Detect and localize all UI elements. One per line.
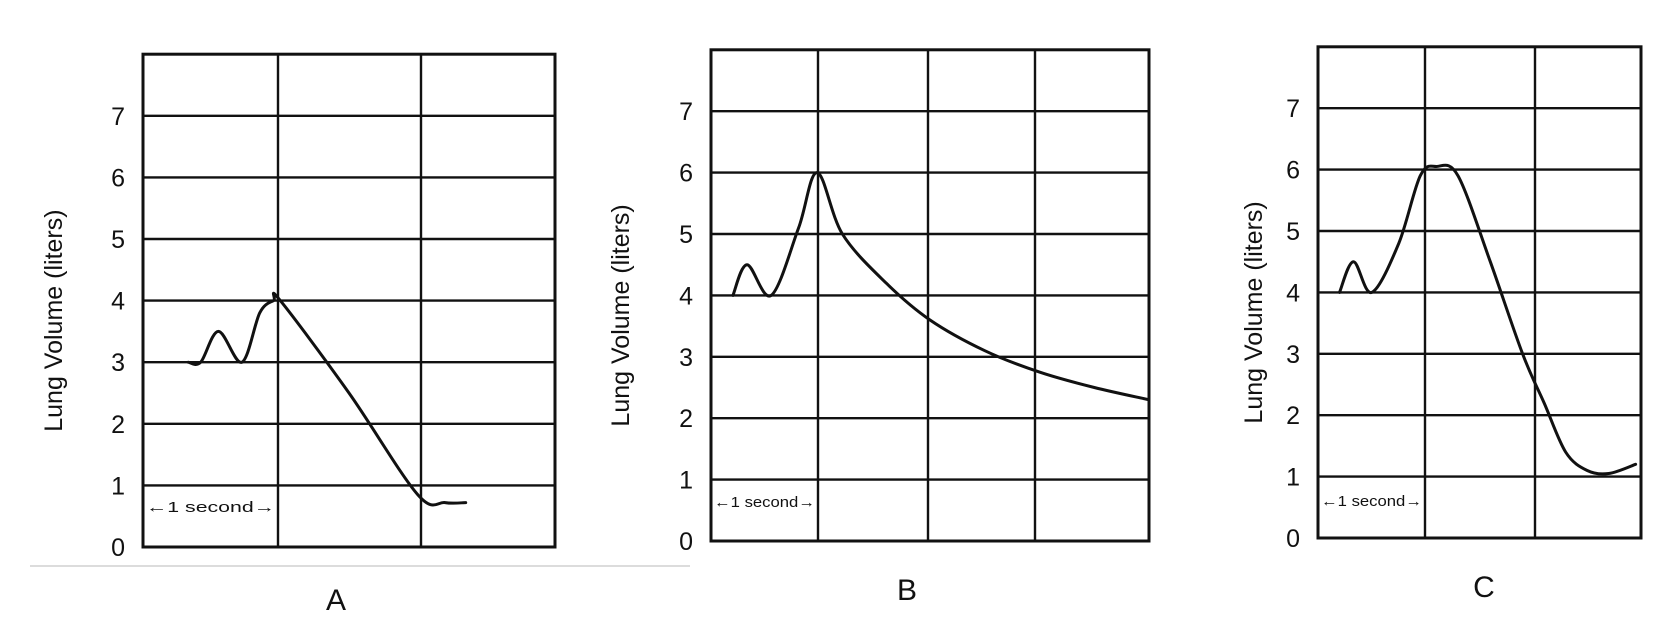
y-tick-label: 3	[679, 344, 693, 372]
panel-label: A	[326, 584, 346, 617]
plot-frame	[1316, 45, 1643, 540]
panel-label: B	[897, 574, 917, 607]
y-tick-label: 5	[1286, 218, 1300, 246]
y-tick-label: 6	[679, 160, 693, 188]
y-tick-label: 1	[679, 467, 693, 495]
y-tick-label: 1	[111, 472, 125, 500]
y-tick-label: 2	[679, 405, 693, 433]
y-tick-label: 6	[111, 164, 125, 192]
panel-label: C	[1473, 571, 1495, 604]
y-tick-label: 6	[1286, 157, 1300, 185]
y-tick-label: 3	[1286, 341, 1300, 369]
y-tick-label: 1	[1286, 464, 1300, 492]
y-tick-label: 7	[679, 98, 693, 126]
y-tick-label: 4	[111, 288, 125, 316]
y-tick-label: 0	[111, 534, 125, 562]
lung-volume-curve	[731, 171, 1151, 402]
y-tick-label: 2	[1286, 402, 1300, 430]
panel-c: 0 1 2 3 4 5 6 7 Lung Volume (liters) ←1 second→ C	[1240, 45, 1643, 604]
plot-frame	[709, 48, 1151, 543]
time-scale-marker: ←1 second→	[1321, 493, 1422, 510]
y-tick-label: 5	[111, 226, 125, 254]
y-tick-label: 0	[1286, 525, 1300, 553]
y-tick-label: 7	[111, 103, 125, 131]
time-scale-marker: ←1 second→	[714, 494, 815, 511]
y-tick-label: 4	[1286, 279, 1300, 307]
y-axis-label: Lung Volume (liters)	[40, 209, 68, 431]
y-tick-label: 4	[679, 282, 693, 310]
plot-frame	[141, 52, 557, 549]
y-tick-label: 0	[679, 528, 693, 556]
y-axis-label: Lung Volume (liters)	[607, 204, 635, 426]
y-tick-label: 7	[1286, 95, 1300, 123]
time-scale-marker: ←1 second→	[146, 499, 275, 516]
y-tick-label: 2	[111, 411, 125, 439]
y-tick-label: 5	[679, 221, 693, 249]
panel-a: 0 1 2 3 4 5 6 7 Lung Volume (liters) ←1 second→ A	[40, 52, 557, 617]
panel-b: 0 1 2 3 4 5 6 7 Lung Volume (liters) ←1 second→ B	[607, 48, 1151, 607]
y-tick-label: 3	[111, 349, 125, 377]
lung-volume-curve	[1338, 163, 1638, 476]
lung-volume-curve	[186, 291, 468, 507]
y-axis-label: Lung Volume (liters)	[1240, 201, 1268, 423]
